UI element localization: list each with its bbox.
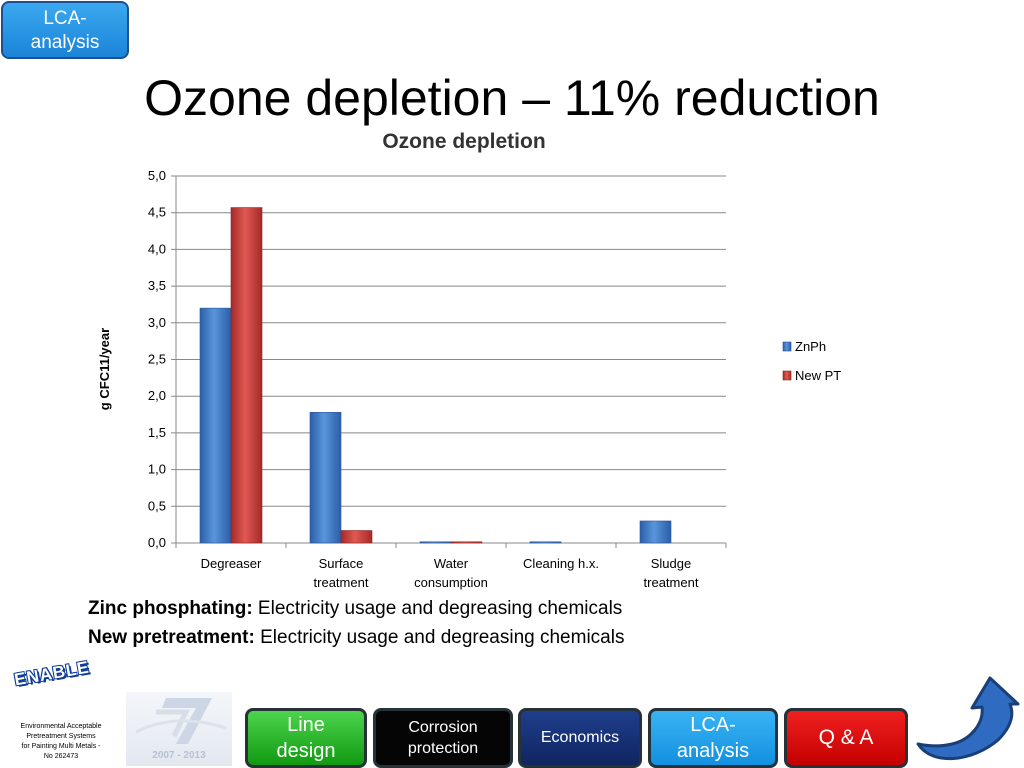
nav-line-design-button[interactable]: Line design [245,708,367,768]
nav-corrosion-protection-button[interactable]: Corrosion protection [373,708,513,768]
x-tick-label: Water consumption [414,556,488,590]
nav-qa-button[interactable]: Q & A [784,708,908,768]
nav-qa-label: Q & A [818,726,874,749]
bar-znph [639,520,672,544]
nav-economics-button[interactable]: Economics [518,708,642,768]
legend-label: ZnPh [795,339,826,354]
section-badge: LCA- analysis [1,1,129,59]
bar-new-pt [230,207,263,544]
note-2-label: New pretreatment: [88,627,255,648]
grid-lines: 0,0 0,5 1,0 1,5 2,0 2,5 3,0 3,5 4,0 4,5 5,0 [148,168,726,550]
caption-line-4: No 262473 [43,753,79,760]
notes: Zinc phosphating: Electricity usage and … [88,594,624,652]
y-tick-label: 5,0 [148,168,166,183]
x-tick-label: Degreaser [201,556,262,571]
y-tick-label: 2,5 [148,352,166,367]
y-axis-label: g CFC11/year [97,328,112,410]
legend-swatch [782,370,792,381]
fp7-logo: 2007 - 2013 [126,692,232,766]
x-tick-label: Sludge treatment [644,556,699,590]
note-1-label: Zinc phosphating: [88,598,253,619]
bar-znph [419,541,452,544]
y-tick-label: 3,0 [148,315,166,330]
enable-logo: ENABLE [12,657,91,690]
fp7-years: 2007 - 2013 [152,750,206,761]
enable-caption: Environmental Acceptable Pretreatment Sy… [2,722,120,762]
nav-lca-line-2: analysis [676,740,750,762]
curved-back-arrow-icon[interactable] [912,674,1022,768]
badge-line-1: LCA- [43,8,87,29]
legend-label: New PT [795,368,841,383]
note-zinc-phosphating: Zinc phosphating: Electricity usage and … [88,594,624,623]
caption-line-3: for Painting Multi Metals - [21,743,101,750]
bar-new-pt [340,530,373,544]
bars [199,207,672,544]
bar-znph [529,541,562,544]
y-tick-label: 4,5 [148,205,166,220]
note-2-text: Electricity usage and degreasing chemica… [254,627,625,648]
x-tick-labels: Degreaser Surface treatment Water consumptio… [175,543,727,590]
nav-lca-analysis-button[interactable]: LCA- analysis [648,708,778,768]
bar-znph [309,412,342,544]
y-tick-label: 2,0 [148,388,166,403]
nav-corrosion-line-1: Corrosion [408,719,478,736]
x-tick-label: Surface treatment [314,556,369,590]
bar-new-pt [450,541,483,544]
nav-line-design-line-2: design [276,740,336,762]
nav-corrosion-line-2: protection [407,740,479,757]
y-tick-label: 0,0 [148,535,166,550]
x-tick-label: Cleaning h.x. [523,556,599,571]
y-tick-label: 1,0 [148,462,166,477]
slide-title: Ozone depletion – 11% reduction [144,70,880,126]
chart-title: Ozone depletion [382,130,545,153]
y-tick-label: 1,5 [148,425,166,440]
note-new-pretreatment: New pretreatment: Electricity usage and … [88,623,624,652]
fp7-seven-icon: 2007 - 2013 [135,698,227,761]
caption-line-2: Pretreatment Systems [26,733,96,740]
y-tick-label: 4,0 [148,241,166,256]
caption-line-1: Environmental Acceptable [20,723,102,730]
y-tick-label: 0,5 [148,498,166,513]
y-tick-label: 3,5 [148,278,166,293]
bar-znph [199,307,232,544]
legend: ZnPh New PT [782,339,841,383]
ozone-depletion-chart: Ozone depletion g CFC11/year 0,0 0,5 1,0 1,… [97,130,841,590]
nav-economics-label: Economics [540,729,620,746]
nav-lca-line-1: LCA- [690,714,736,736]
note-1-text: Electricity usage and degreasing chemica… [252,598,623,619]
badge-line-2: analysis [30,32,100,53]
legend-swatch [782,341,792,352]
nav-line-design-line-1: Line [287,714,325,736]
